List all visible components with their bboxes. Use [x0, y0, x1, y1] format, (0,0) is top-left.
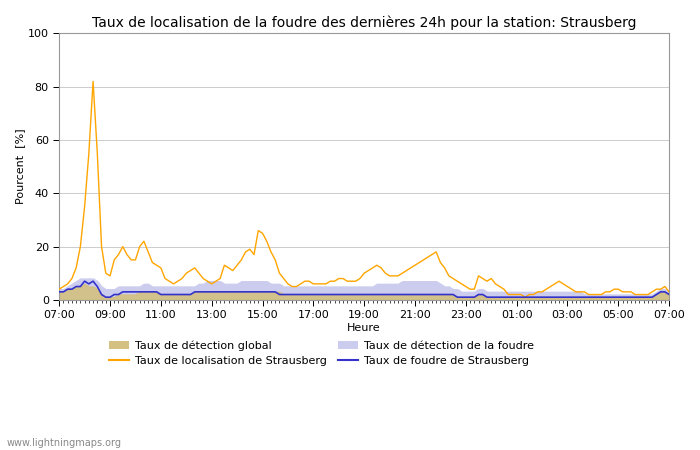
Y-axis label: Pourcent  [%]: Pourcent [%] — [15, 129, 25, 204]
Text: www.lightningmaps.org: www.lightningmaps.org — [7, 438, 122, 448]
Title: Taux de localisation de la foudre des dernières 24h pour la station: Strausberg: Taux de localisation de la foudre des de… — [92, 15, 636, 30]
Legend: Taux de détection global, Taux de localisation de Strausberg, Taux de détection : Taux de détection global, Taux de locali… — [109, 340, 533, 366]
X-axis label: Heure: Heure — [347, 323, 381, 333]
